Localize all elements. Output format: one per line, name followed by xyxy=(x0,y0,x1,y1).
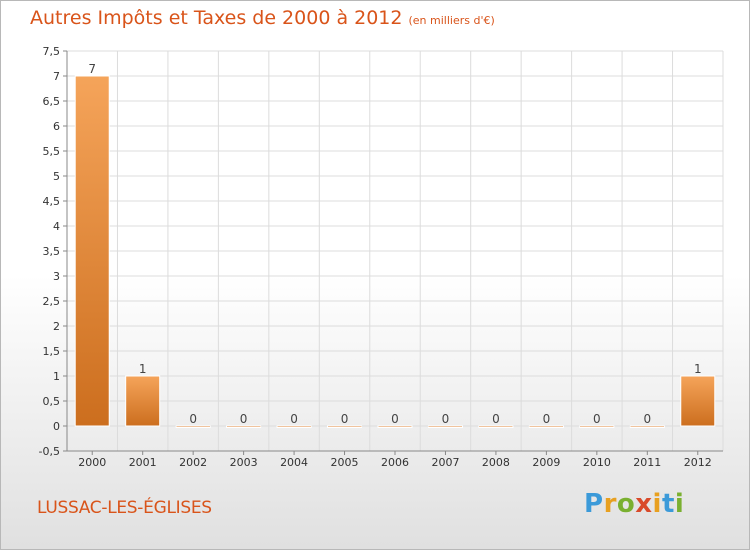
data-label: 1 xyxy=(139,362,147,376)
y-tick-label: 6 xyxy=(53,120,60,133)
x-tick-label: 2011 xyxy=(633,456,661,469)
data-label: 0 xyxy=(643,412,651,426)
x-tick-label: 2004 xyxy=(280,456,308,469)
bar-2004 xyxy=(276,425,312,428)
logo-letter: t xyxy=(661,489,675,519)
y-tick-label: 3,5 xyxy=(43,245,61,258)
x-tick-label: 2002 xyxy=(179,456,207,469)
bar-2001 xyxy=(125,375,161,427)
data-label: 7 xyxy=(88,62,96,76)
logo-letter: i xyxy=(674,489,685,519)
x-tick-label: 2001 xyxy=(129,456,157,469)
logo-letter: x xyxy=(635,489,653,519)
logo-letter: i xyxy=(652,489,662,519)
bar-2006 xyxy=(377,425,413,428)
bar-2003 xyxy=(226,425,262,428)
logo-letter: r xyxy=(603,489,617,519)
y-tick-label: 0,5 xyxy=(43,395,61,408)
chart-unit-label: (en milliers d'€) xyxy=(408,14,495,27)
axes: -0,5 0 0,5 1 1,5 2 2,5 3 3,5 4 4,5 5 5,5 6 6,5 7 7,5 2000… xyxy=(39,45,723,469)
data-label: 0 xyxy=(543,412,551,426)
y-tick-label: -0,5 xyxy=(39,445,60,458)
x-tick-label: 2009 xyxy=(532,456,560,469)
bar-2002 xyxy=(175,425,211,428)
chart-title-text: Autres Impôts et Taxes de 2000 à 2012 xyxy=(30,7,403,29)
grid-lines xyxy=(66,50,724,452)
x-tick-label: 2000 xyxy=(78,456,106,469)
bar-2008 xyxy=(478,425,514,428)
y-tick-label: 2,5 xyxy=(43,295,61,308)
x-tick-label: 2010 xyxy=(583,456,611,469)
data-label: 0 xyxy=(189,412,197,426)
data-label: 0 xyxy=(492,412,500,426)
y-tick-label: 0 xyxy=(53,420,60,433)
x-tick-label: 2012 xyxy=(684,456,712,469)
y-tick-label: 4,5 xyxy=(43,195,61,208)
y-tick-label: 1 xyxy=(53,370,60,383)
data-label: 0 xyxy=(341,412,349,426)
y-tick-label: 4 xyxy=(53,220,60,233)
x-tick-label: 2007 xyxy=(431,456,459,469)
logo-letter: o xyxy=(616,489,636,519)
data-label: 1 xyxy=(694,362,702,376)
data-label: 0 xyxy=(391,412,399,426)
bars xyxy=(74,75,716,428)
bar-2007 xyxy=(427,425,463,428)
data-label: 0 xyxy=(593,412,601,426)
x-tick-label: 2008 xyxy=(482,456,510,469)
x-tick-label: 2005 xyxy=(331,456,359,469)
y-tick-label: 2 xyxy=(53,320,60,333)
chart-title: Autres Impôts et Taxes de 2000 à 2012 (en… xyxy=(30,7,495,29)
bar-2012 xyxy=(680,375,716,427)
proxiti-logo[interactable]: Proxiti xyxy=(584,489,684,519)
data-label: 0 xyxy=(442,412,450,426)
bar-2011 xyxy=(629,425,665,428)
logo-letter: P xyxy=(584,489,604,519)
x-tick-label: 2006 xyxy=(381,456,409,469)
data-labels: 7 1 0 0 0 0 0 0 0 0 0 0 1 xyxy=(88,62,701,426)
y-tick-label: 5 xyxy=(53,170,60,183)
bar-2000 xyxy=(74,75,110,427)
y-tick-label: 7 xyxy=(53,70,60,83)
y-tick-label: 7,5 xyxy=(43,45,61,58)
data-label: 0 xyxy=(240,412,248,426)
x-tick-label: 2003 xyxy=(230,456,258,469)
bar-2010 xyxy=(579,425,615,428)
bar-2009 xyxy=(528,425,564,428)
bar-2005 xyxy=(327,425,363,428)
y-tick-label: 1,5 xyxy=(43,345,61,358)
commune-name: LUSSAC-LES-ÉGLISES xyxy=(37,498,212,518)
y-tick-label: 3 xyxy=(53,270,60,283)
data-label: 0 xyxy=(290,412,298,426)
y-tick-label: 6,5 xyxy=(43,95,61,108)
y-tick-label: 5,5 xyxy=(43,145,61,158)
